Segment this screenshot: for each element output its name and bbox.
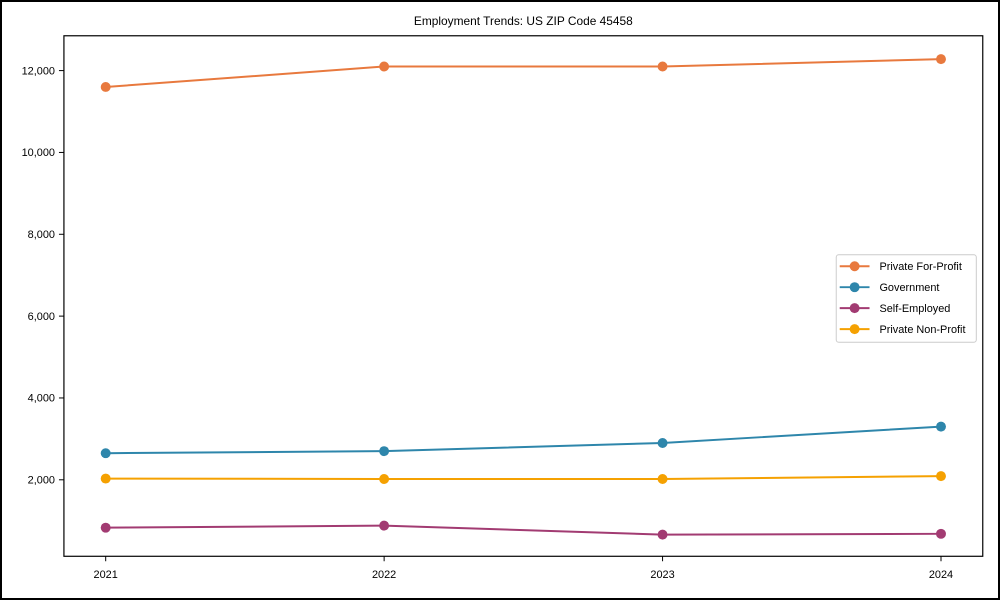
legend-label-private-non-profit: Private Non-Profit	[879, 324, 965, 336]
data-point-private-for-profit-2021	[100, 81, 111, 92]
legend-marker-self-employed	[849, 303, 860, 314]
y-axis-tick-label: 6,000	[28, 311, 55, 323]
data-point-private-for-profit-2022	[379, 61, 390, 72]
data-point-self-employed-2021	[100, 522, 111, 533]
x-axis-tick-label: 2021	[94, 569, 118, 581]
data-point-private-for-profit-2023	[657, 61, 668, 72]
legend-box	[835, 254, 977, 343]
data-point-private-non-profit-2023	[657, 474, 668, 484]
y-axis-tick-label: 12,000	[22, 65, 55, 77]
chart-title: Employment Trends: US ZIP Code 45458	[414, 14, 633, 28]
data-point-private-non-profit-2022	[379, 474, 390, 484]
x-axis-tick-label: 2024	[929, 569, 953, 581]
legend-label-government: Government	[879, 282, 939, 294]
data-point-self-employed-2022	[379, 520, 390, 531]
y-axis-tick-label: 4,000	[28, 393, 55, 405]
series-line-government	[105, 425, 942, 455]
legend-marker-government	[849, 282, 860, 293]
data-point-private-non-profit-2024	[936, 471, 946, 482]
data-point-private-for-profit-2024	[936, 54, 946, 65]
data-point-government-2021	[100, 448, 111, 459]
legend-marker-private-non-profit	[849, 324, 860, 335]
data-point-government-2023	[657, 438, 668, 448]
series-line-private-for-profit	[105, 58, 942, 88]
data-point-government-2022	[379, 446, 390, 457]
plot-border	[63, 35, 984, 557]
y-axis-tick-label: 8,000	[28, 229, 55, 241]
y-axis-tick-label: 2,000	[28, 475, 55, 487]
data-point-self-employed-2023	[657, 529, 668, 540]
legend-marker-private-for-profit	[849, 261, 860, 272]
legend-label-private-for-profit: Private For-Profit	[879, 261, 961, 273]
data-point-self-employed-2024	[936, 528, 946, 539]
x-axis-tick-label: 2022	[372, 569, 396, 581]
series-line-private-non-profit	[105, 475, 942, 480]
x-axis-tick-label: 2023	[650, 569, 674, 581]
data-point-private-non-profit-2021	[100, 473, 111, 484]
data-point-government-2024	[936, 421, 946, 432]
legend-label-self-employed: Self-Employed	[879, 303, 950, 315]
y-axis-tick-label: 10,000	[22, 147, 55, 159]
series-line-self-employed	[105, 524, 941, 536]
